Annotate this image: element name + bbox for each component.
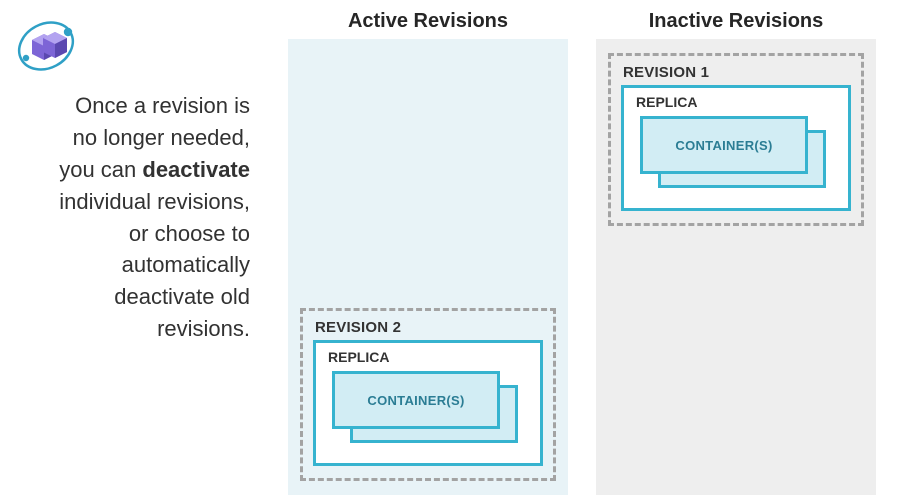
desc-line: no longer needed, [73,125,250,150]
replica-label: REPLICA [326,347,530,369]
active-revisions-column: Active Revisions REVISION 2 REPLICA CONT… [288,0,568,495]
revision-1-replica: REPLICA CONTAINER(S) [621,85,851,211]
desc-line: automatically [122,252,250,277]
desc-line: deactivate old [114,284,250,309]
desc-line: you can [59,157,142,182]
desc-line: individual revisions, [59,189,250,214]
description-text: Once a revision is no longer needed, you… [0,90,270,345]
container-card-front: CONTAINER(S) [640,116,808,174]
revision-2-box: REVISION 2 REPLICA CONTAINER(S) [300,308,556,481]
active-column-title: Active Revisions [288,0,568,39]
columns-container: Active Revisions REVISION 2 REPLICA CONT… [288,0,876,495]
replica-label: REPLICA [634,92,838,114]
inactive-revisions-column: Inactive Revisions REVISION 1 REPLICA CO… [596,0,876,495]
desc-bold: deactivate [142,157,250,182]
container-stack: CONTAINER(S) [326,371,530,441]
revision-2-replica: REPLICA CONTAINER(S) [313,340,543,466]
azure-container-apps-icon [14,14,78,78]
container-card-front: CONTAINER(S) [332,371,500,429]
container-stack: CONTAINER(S) [634,116,838,186]
desc-line: revisions. [157,316,250,341]
revision-2-label: REVISION 2 [313,317,543,340]
revision-1-box: REVISION 1 REPLICA CONTAINER(S) [608,53,864,226]
desc-line: Once a revision is [75,93,250,118]
inactive-column-body: REVISION 1 REPLICA CONTAINER(S) [596,39,876,495]
inactive-column-title: Inactive Revisions [596,0,876,39]
revision-1-label: REVISION 1 [621,62,851,85]
desc-line: or choose to [129,221,250,246]
active-column-body: REVISION 2 REPLICA CONTAINER(S) [288,39,568,495]
